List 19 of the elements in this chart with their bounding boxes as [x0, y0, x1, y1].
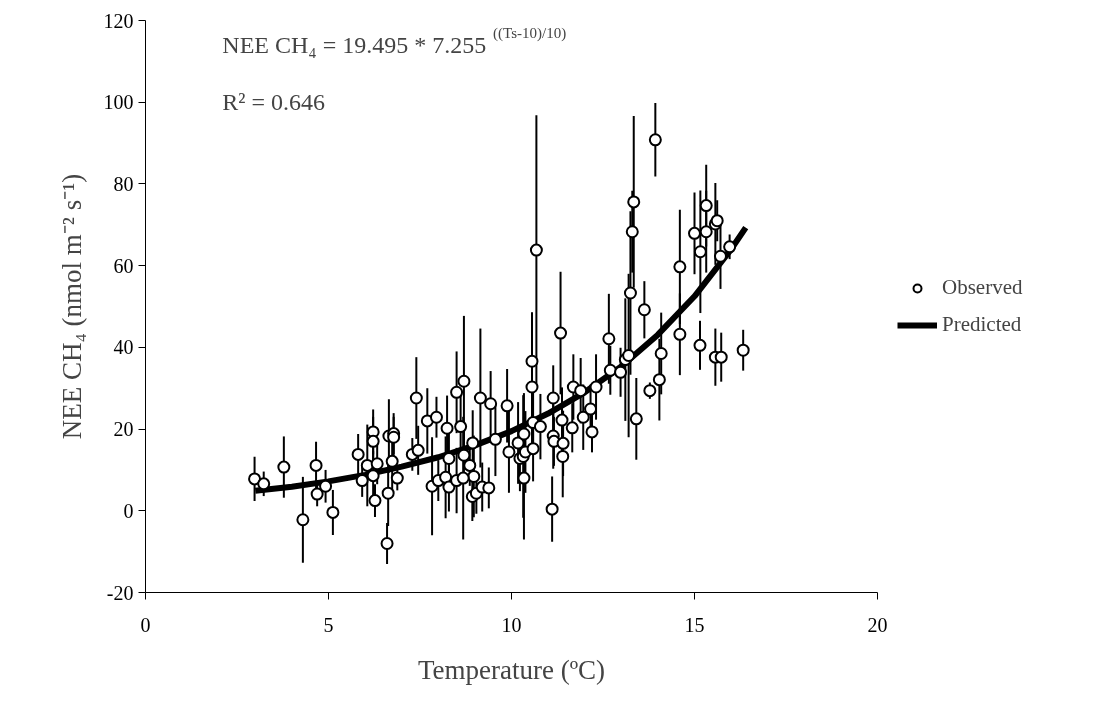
y-tick-label: 120	[103, 9, 134, 32]
y-tick-label: 80	[113, 172, 134, 195]
x-tick-label: 10	[501, 613, 522, 636]
annotation: R² = 0.646	[222, 89, 326, 116]
x-tick-label: 0	[140, 613, 151, 636]
y-tick-label: 40	[113, 336, 134, 359]
x-tick-label: 20	[867, 613, 888, 636]
y-tick-label: 20	[113, 418, 134, 441]
x-tick-label: 15	[684, 613, 705, 636]
x-axis-title: Temperature (ºC)	[417, 654, 606, 685]
y-tick-label: -20	[106, 581, 134, 604]
x-tick-label: 5	[323, 613, 334, 636]
y-axis-title: NEE CH₄ (nmol m⁻² s⁻¹)	[56, 173, 87, 440]
legend-label: Observed	[942, 275, 1023, 300]
annotation: NEE CH₄ = 19.495 * 7.255((Ts-10)/10)	[222, 25, 567, 59]
y-tick-label: 0	[123, 499, 134, 522]
y-tick-label: 100	[103, 91, 134, 114]
legend-label: Predicted	[942, 312, 1022, 337]
y-tick-label: 60	[113, 254, 134, 277]
